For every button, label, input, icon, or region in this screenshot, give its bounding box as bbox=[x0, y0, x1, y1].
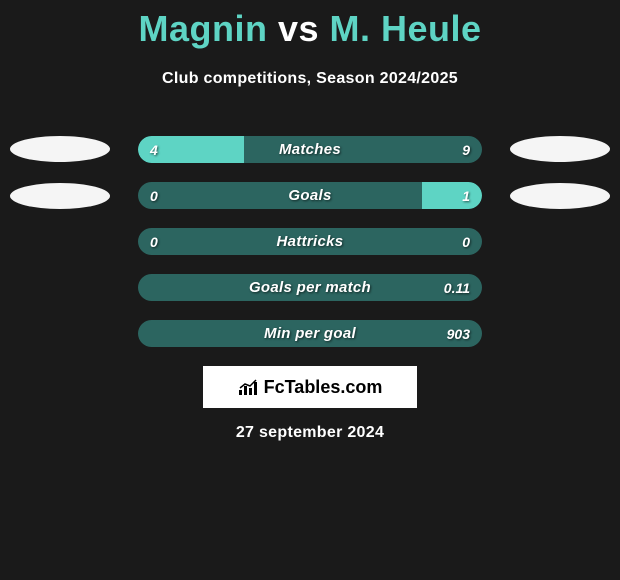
chart-icon bbox=[238, 378, 260, 396]
player1-name: Magnin bbox=[138, 8, 267, 49]
bar-value-right: 0.11 bbox=[444, 274, 470, 301]
bar-label: Matches bbox=[138, 136, 482, 163]
bars-container: 4 Matches 9 0 Goals 1 0 Hattricks 0 Goal… bbox=[138, 136, 482, 347]
subtitle-text: Club competitions, Season 2024/2025 bbox=[0, 70, 620, 88]
bar-row-goals: 0 Goals 1 bbox=[138, 182, 482, 209]
bar-value-right: 9 bbox=[462, 136, 470, 163]
logo-label: FcTables.com bbox=[264, 377, 383, 398]
date-text: 27 september 2024 bbox=[0, 424, 620, 442]
bar-row-goals-per-match: Goals per match 0.11 bbox=[138, 274, 482, 301]
fan-shape-right-2 bbox=[510, 183, 610, 209]
bar-label: Goals bbox=[138, 182, 482, 209]
logo-text: FcTables.com bbox=[238, 377, 383, 398]
bar-value-right: 1 bbox=[462, 182, 470, 209]
page-title: Magnin vs M. Heule bbox=[0, 0, 620, 50]
vs-text: vs bbox=[278, 8, 319, 49]
bar-row-matches: 4 Matches 9 bbox=[138, 136, 482, 163]
bar-label: Min per goal bbox=[138, 320, 482, 347]
bar-value-right: 903 bbox=[447, 320, 470, 347]
fan-shape-left-2 bbox=[10, 183, 110, 209]
bar-value-right: 0 bbox=[462, 228, 470, 255]
player2-name: M. Heule bbox=[330, 8, 482, 49]
fan-shape-left-1 bbox=[10, 136, 110, 162]
bar-row-hattricks: 0 Hattricks 0 bbox=[138, 228, 482, 255]
fan-shape-right-1 bbox=[510, 136, 610, 162]
chart-area: 4 Matches 9 0 Goals 1 0 Hattricks 0 Goal… bbox=[0, 136, 620, 347]
bar-label: Goals per match bbox=[138, 274, 482, 301]
logo-box: FcTables.com bbox=[203, 366, 417, 408]
bar-label: Hattricks bbox=[138, 228, 482, 255]
bar-row-min-per-goal: Min per goal 903 bbox=[138, 320, 482, 347]
